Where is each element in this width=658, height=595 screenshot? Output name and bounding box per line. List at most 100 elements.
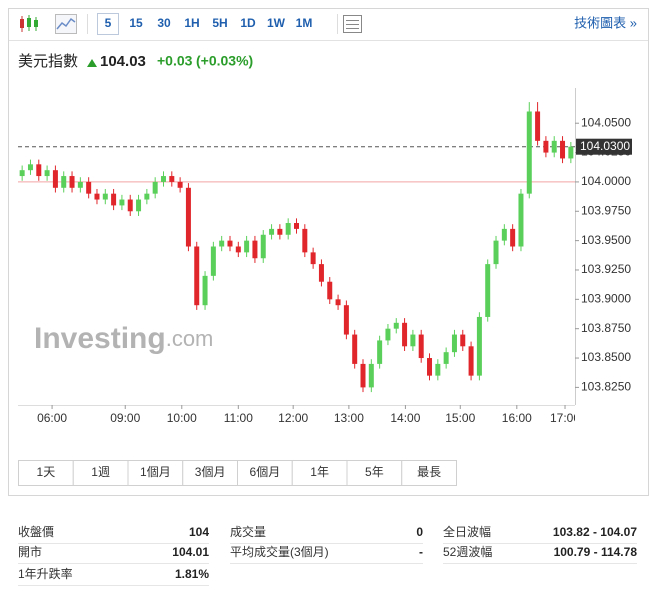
candle-body bbox=[61, 176, 67, 188]
icon-stroke bbox=[34, 20, 38, 27]
candle-body bbox=[543, 140, 549, 153]
candle-body bbox=[377, 340, 383, 364]
x-axis: 06:00 09:00 10:00 11:00 12:00 13:00 14:00 15:00… bbox=[37, 405, 575, 425]
y-tick-label: 103.8750 bbox=[581, 321, 631, 335]
candle-body bbox=[227, 240, 233, 247]
table-icon[interactable] bbox=[343, 15, 362, 33]
candle-body bbox=[335, 299, 341, 306]
range-button-frame bbox=[127, 460, 184, 486]
candle-body bbox=[169, 176, 175, 182]
range-button[interactable]: 5年 bbox=[365, 465, 384, 479]
candle-body bbox=[535, 111, 541, 141]
candle-body bbox=[560, 140, 566, 159]
watermark-brand: Investing bbox=[34, 322, 166, 355]
interval-button[interactable]: 30 bbox=[157, 16, 171, 30]
candle-body bbox=[410, 334, 416, 347]
candle-body bbox=[235, 246, 241, 253]
candle-body bbox=[69, 176, 75, 188]
range-button-frame bbox=[291, 460, 348, 486]
technical-chart-link[interactable]: 技術圖表 » bbox=[574, 15, 637, 30]
candle-body bbox=[443, 352, 449, 364]
y-tick-label: 103.9500 bbox=[581, 233, 631, 247]
range-button-frame bbox=[346, 460, 403, 486]
widget-frame bbox=[8, 8, 649, 496]
candle-body bbox=[152, 181, 158, 194]
candle-body bbox=[102, 193, 108, 200]
range-button[interactable]: 6個月 bbox=[250, 465, 281, 479]
stat-label: 開市 bbox=[18, 544, 42, 559]
stat-value: 100.79 - 114.78 bbox=[554, 545, 638, 559]
x-tick-label: 13:00 bbox=[334, 411, 364, 425]
change-percent: (+0.03%) bbox=[196, 53, 253, 69]
stat-value: 104.01 bbox=[172, 545, 209, 559]
candle-body bbox=[360, 363, 366, 388]
range-button[interactable]: 1年 bbox=[310, 465, 329, 479]
candle-body bbox=[310, 252, 316, 265]
y-tick-label: 103.8250 bbox=[581, 380, 631, 394]
interval-button[interactable]: 1W bbox=[267, 16, 286, 30]
candle-body bbox=[427, 358, 433, 376]
candle-body bbox=[451, 334, 457, 353]
range-button[interactable]: 最長 bbox=[417, 465, 441, 479]
candle-body bbox=[368, 363, 374, 388]
candle-body bbox=[402, 322, 408, 347]
chart: 103.8250 103.8500 103.8750 103.9000 103.9250… bbox=[18, 88, 632, 425]
interval-button[interactable]: 1M bbox=[296, 16, 313, 30]
candle-body bbox=[318, 264, 324, 282]
candle-body bbox=[94, 193, 100, 200]
line-icon[interactable] bbox=[55, 14, 77, 34]
interval-button[interactable]: 1H bbox=[184, 16, 199, 30]
y-tick-label: 103.8500 bbox=[581, 350, 631, 364]
candle-body bbox=[136, 199, 142, 212]
y-tick-label: 104.0500 bbox=[581, 115, 631, 129]
y-tick-label: 103.9250 bbox=[581, 262, 631, 276]
candle-body bbox=[468, 346, 474, 376]
y-tick-label: 103.9750 bbox=[581, 203, 631, 217]
stat-label: 1年升跌率 bbox=[18, 566, 73, 581]
range-button[interactable]: 3個月 bbox=[195, 465, 226, 479]
candle-body bbox=[568, 146, 574, 159]
candle-body bbox=[510, 228, 516, 247]
icon-stroke bbox=[55, 14, 77, 34]
candle-body bbox=[119, 199, 125, 206]
candle-body bbox=[194, 246, 200, 306]
candle-body bbox=[460, 334, 466, 347]
interval-button[interactable]: 5 bbox=[105, 16, 112, 30]
stat-value: 104 bbox=[189, 525, 209, 539]
y-tick-label: 103.9000 bbox=[581, 292, 631, 306]
last-price-label: 104.0300 bbox=[580, 139, 630, 153]
candle-icon[interactable] bbox=[20, 15, 38, 32]
range-button-frame bbox=[182, 460, 238, 486]
price: 104.03 bbox=[100, 53, 146, 70]
instrument-name: 美元指數 bbox=[18, 53, 78, 70]
interval-button[interactable]: 1D bbox=[240, 16, 256, 30]
candle-body bbox=[385, 328, 391, 341]
candle-body bbox=[343, 305, 349, 335]
range-button-frame bbox=[18, 460, 74, 486]
x-tick-label: 10:00 bbox=[167, 411, 197, 425]
x-tick-label: 16:00 bbox=[502, 411, 532, 425]
candle-body bbox=[144, 193, 150, 200]
icon-stroke bbox=[27, 18, 31, 27]
x-tick-label: 11:00 bbox=[224, 411, 253, 425]
candle-body bbox=[252, 240, 258, 259]
range-button[interactable]: 1週 bbox=[91, 465, 110, 479]
candle-body bbox=[210, 246, 216, 276]
candle-body bbox=[393, 322, 399, 329]
interval-button[interactable]: 15 bbox=[129, 16, 143, 30]
interval-button[interactable]: 5H bbox=[212, 16, 227, 30]
range-button[interactable]: 1個月 bbox=[140, 465, 171, 479]
x-tick-label: 09:00 bbox=[110, 411, 140, 425]
change: +0.03 bbox=[157, 53, 193, 69]
range-button[interactable]: 1天 bbox=[37, 465, 56, 479]
candle-body bbox=[27, 164, 33, 171]
stat-value: 1.81% bbox=[175, 567, 209, 581]
icon-stroke bbox=[20, 19, 24, 28]
up-arrow bbox=[87, 59, 97, 67]
candle-body bbox=[418, 334, 424, 359]
candle-body bbox=[77, 181, 83, 188]
candle-body bbox=[52, 170, 58, 188]
candle-body bbox=[476, 316, 482, 376]
